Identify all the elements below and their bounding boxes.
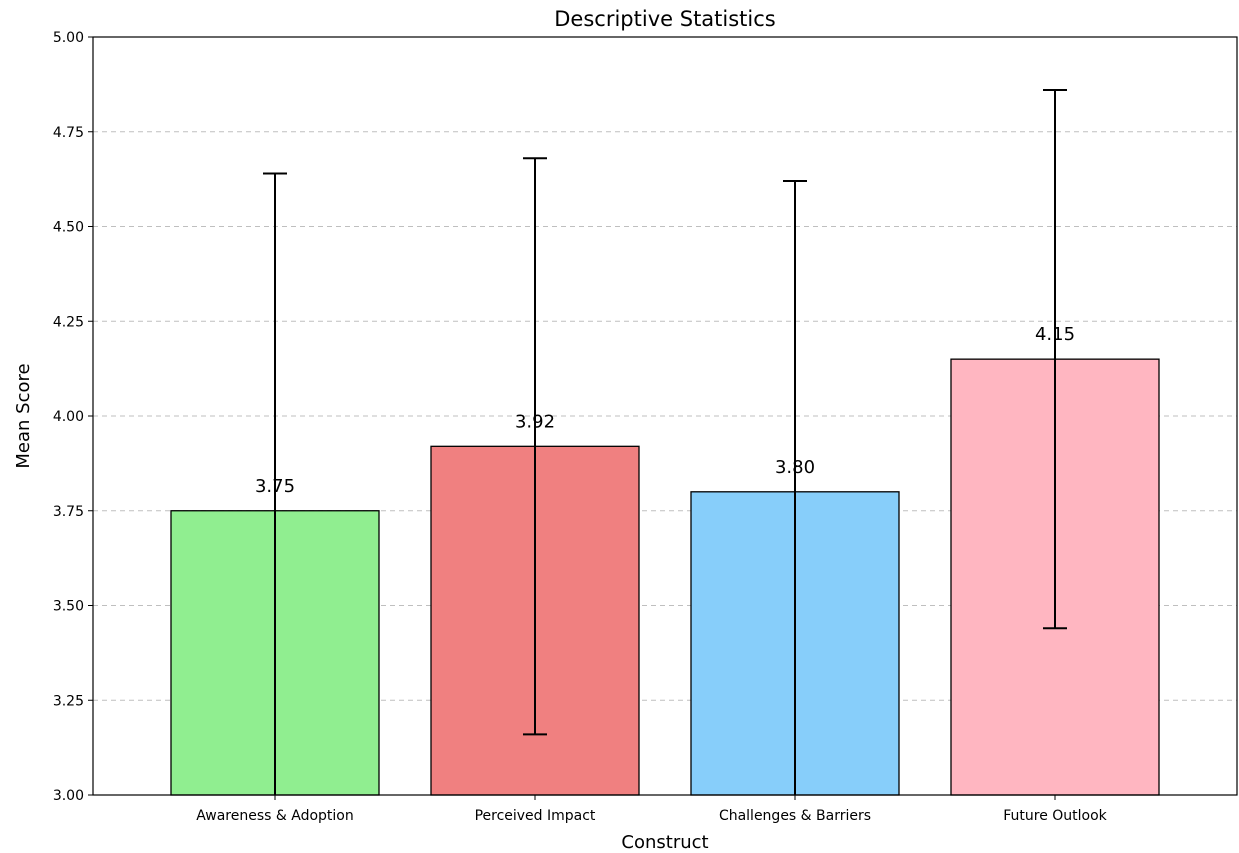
axis-ticks: 3.00 3.25 3.50 3.75 4.00 4.25 4.50 4.75 5.00 Awar…: [53, 30, 1108, 824]
x-tick-label: Future Outlook: [1003, 808, 1107, 824]
y-tick-label: 4.25: [53, 314, 84, 330]
y-tick-label: 4.50: [53, 220, 84, 236]
data-label: 4.15: [1035, 324, 1075, 345]
y-tick-label: 5.00: [53, 30, 84, 46]
data-label: 3.92: [515, 411, 555, 432]
value-labels: 3.75 3.92 3.80 4.15: [255, 324, 1075, 497]
y-tick-label: 4.00: [53, 409, 84, 425]
y-axis-label: Mean Score: [13, 363, 34, 468]
data-label: 3.75: [255, 476, 295, 497]
y-tick-label: 3.00: [53, 788, 84, 804]
y-tick-label: 3.25: [53, 693, 84, 709]
x-tick-label: Awareness & Adoption: [196, 808, 353, 824]
x-tick-label: Perceived Impact: [475, 808, 596, 824]
plot-area-frame: [92, 36, 1238, 796]
x-axis-label: Construct: [621, 832, 708, 853]
bars: [170, 358, 1160, 796]
error-bars: [263, 89, 1067, 795]
y-tick-label: 4.75: [53, 125, 84, 141]
y-tick-label: 3.50: [53, 599, 84, 615]
chart-title: Descriptive Statistics: [554, 7, 775, 31]
y-tick-label: 3.75: [53, 504, 84, 520]
x-tick-label: Challenges & Barriers: [719, 808, 871, 824]
data-label: 3.80: [775, 457, 815, 478]
